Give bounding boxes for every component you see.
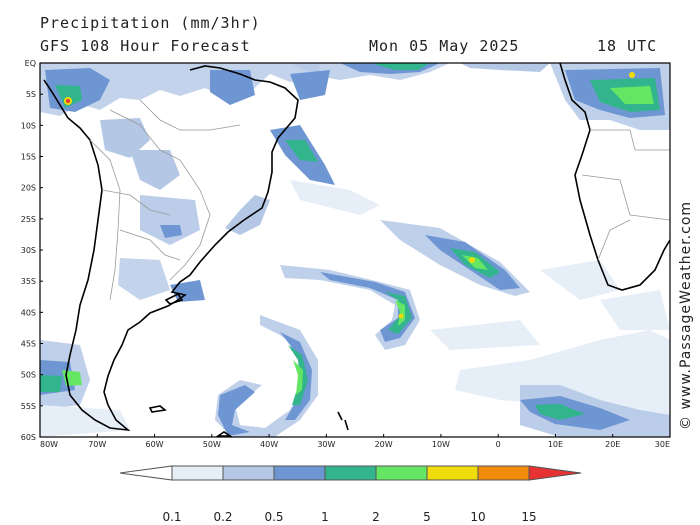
lat-tick-label: 50S — [21, 371, 36, 380]
legend-label: 0.5 — [264, 510, 284, 524]
legend-swatch — [375, 465, 428, 481]
legend-label: 15 — [521, 510, 537, 524]
lat-tick-label: 45S — [21, 340, 36, 349]
precip-area — [160, 225, 182, 238]
precip-area — [290, 70, 330, 100]
lon-tick-label: 50W — [203, 440, 221, 449]
lon-tick-label: 20W — [375, 440, 393, 449]
precip-area — [430, 320, 540, 350]
precip-area — [370, 63, 430, 70]
coastlines — [43, 63, 670, 437]
copyright-credit: © www.PassageWeather.com — [678, 200, 694, 430]
africa-coast — [559, 63, 670, 291]
legend-swatch — [119, 465, 173, 481]
lon-tick-label: 10E — [548, 440, 563, 449]
precip-area — [218, 385, 255, 436]
legend-swatch — [528, 465, 582, 481]
lat-tick-label: EQ — [25, 59, 36, 68]
precip-area — [130, 150, 180, 190]
precip-area — [288, 345, 308, 405]
lat-tick-label: 20S — [21, 184, 36, 193]
legend-swatch — [426, 465, 479, 481]
precip-area — [215, 315, 318, 437]
precip-area — [285, 140, 318, 162]
legend-label: 10 — [470, 510, 486, 524]
precip-area — [210, 70, 255, 105]
lat-tick-label: 40S — [21, 308, 36, 317]
color-legend — [119, 465, 582, 481]
precip-area — [280, 332, 312, 420]
lat-tick-label: 60S — [21, 433, 36, 442]
precip-core — [398, 313, 404, 319]
lon-tick-label: 80W — [40, 440, 58, 449]
precip-area — [100, 118, 150, 158]
borders — [89, 99, 670, 301]
precip-core — [469, 257, 475, 263]
lake — [164, 292, 184, 305]
precip-core — [66, 99, 70, 103]
precip-area — [462, 255, 488, 270]
lon-tick-label: 0 — [496, 440, 501, 449]
islands — [337, 411, 349, 431]
legend-label: 2 — [372, 510, 380, 524]
precip-area — [460, 63, 550, 72]
legend-label: 1 — [321, 510, 329, 524]
precip-area — [118, 258, 170, 300]
legend-swatch — [477, 465, 530, 481]
precip-area — [385, 292, 412, 334]
lon-tick-label: 20E — [605, 440, 620, 449]
lon-tick-label: 30E — [655, 440, 670, 449]
forecast-time: 18 UTC — [597, 37, 658, 55]
precip-area — [55, 85, 82, 108]
legend-label: 0.2 — [213, 510, 233, 524]
lat-tick-label: 10S — [21, 121, 36, 130]
lon-tick-label: 70W — [88, 440, 106, 449]
lon-tick-label: 40W — [260, 440, 278, 449]
lon-tick-label: 30W — [317, 440, 335, 449]
lon-tick-label: 10W — [432, 440, 450, 449]
lat-tick-label: 30S — [21, 246, 36, 255]
precip-core — [629, 72, 635, 78]
precip-area — [535, 404, 585, 420]
precip-area — [290, 180, 380, 215]
islands — [215, 431, 233, 437]
legend-swatch — [171, 465, 224, 481]
legend-label: 5 — [423, 510, 431, 524]
precip-area — [140, 195, 200, 245]
south-america-coast — [43, 65, 299, 432]
legend-label: 0.1 — [162, 510, 182, 524]
legend-swatch — [273, 465, 326, 481]
precip-area — [455, 330, 670, 420]
legend-swatch — [222, 465, 275, 481]
precip-area — [40, 405, 130, 437]
precip-area — [395, 300, 405, 326]
lat-tick-label: 25S — [21, 215, 36, 224]
lat-tick-label: 55S — [21, 402, 36, 411]
forecast-date: Mon 05 May 2025 — [369, 37, 520, 55]
longitude-axis: 80W 70W 60W 50W 40W 30W 20W 10W 0 10E 20E 30E — [39, 434, 671, 449]
precip-area — [293, 360, 303, 395]
chart-title: Precipitation (mm/3hr) — [40, 14, 261, 32]
precip-area — [320, 272, 415, 342]
precip-area — [540, 260, 620, 300]
precip-area — [40, 375, 62, 392]
precip-area — [170, 280, 205, 302]
lat-tick-label: 5S — [26, 90, 36, 99]
precipitation-areas — [40, 63, 670, 437]
precip-area — [610, 86, 654, 104]
lat-tick-label: 15S — [21, 153, 36, 162]
lat-tick-label: 35S — [21, 277, 36, 286]
lon-tick-label: 60W — [145, 440, 163, 449]
precip-area — [600, 290, 670, 330]
forecast-subtitle: GFS 108 Hour Forecast — [40, 37, 251, 55]
islands — [148, 405, 167, 413]
latitude-axis: EQ 5S 10S 15S 20S 25S 30S 35S 40S 45S 50S 55S 60S — [21, 59, 43, 442]
legend-swatch — [324, 465, 377, 481]
